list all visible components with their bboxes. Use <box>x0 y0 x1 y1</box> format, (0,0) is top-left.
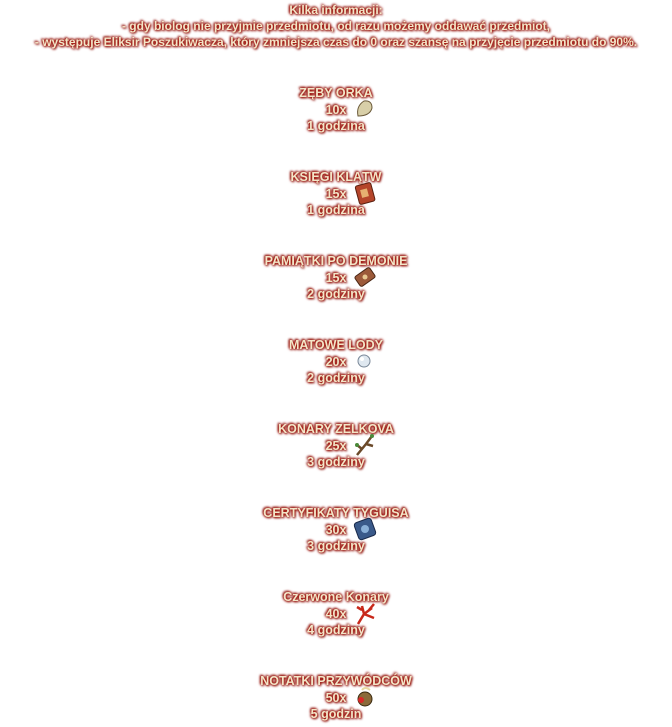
item-time: 1 godzina <box>307 119 365 133</box>
item-time: 3 godziny <box>307 539 365 553</box>
item-count: 30x <box>325 522 347 537</box>
item-time: 2 godziny <box>307 371 365 385</box>
item-icon <box>357 354 371 368</box>
item-name: CERTYFIKATY TYGUISA <box>263 506 409 520</box>
item-time: 1 godzina <box>307 203 365 217</box>
item-count: 10x <box>325 102 347 117</box>
item-icon <box>353 517 377 541</box>
item-count: 50x <box>325 690 347 705</box>
item-icon <box>354 182 376 205</box>
item-name: MATOWE LODY <box>289 338 383 352</box>
item-name: Czerwone Konary <box>283 590 389 604</box>
item-icon <box>357 100 373 117</box>
item-name: ZĘBY ORKA <box>299 86 373 100</box>
item-count: 40x <box>325 606 347 621</box>
item: Czerwone Konary 40x 4 godziny <box>0 589 672 639</box>
item: MATOWE LODY 20x 2 godziny <box>0 337 672 387</box>
item-name: PAMIĄTKI PO DEMONIE <box>264 254 408 268</box>
header-line: - gdy biolog nie przyjmie przedmiotu, od… <box>121 19 551 33</box>
item: NOTATKI PRZYWÓDCÓW 50x 5 godzin <box>0 673 672 723</box>
item: CERTYFIKATY TYGUISA 30x 3 godziny <box>0 505 672 555</box>
item: KONARY ZELKOVA 25x 3 godziny <box>0 421 672 471</box>
item-name: NOTATKI PRZYWÓDCÓW <box>260 674 412 688</box>
item: ZĘBY ORKA 10x 1 godzina <box>0 85 672 135</box>
header-title: Kilka informacji: <box>289 3 383 17</box>
item-name: KSIĘGI KLĄTW <box>290 170 382 184</box>
item-icon <box>354 267 376 287</box>
item-time: 2 godziny <box>307 287 365 301</box>
item: KSIĘGI KLĄTW 15x 1 godzina <box>0 169 672 219</box>
item-icon <box>356 603 375 625</box>
item-count: 15x <box>325 270 347 285</box>
item-icon <box>355 434 374 456</box>
item: PAMIĄTKI PO DEMONIE 15x 2 godziny <box>0 253 672 303</box>
item-time: 5 godzin <box>310 707 362 721</box>
item-time: 4 godziny <box>307 623 365 637</box>
item-count: 15x <box>325 186 347 201</box>
item-count: 20x <box>325 354 347 369</box>
item-time: 3 godziny <box>307 455 365 469</box>
item-count: 25x <box>325 438 347 453</box>
item-icon <box>357 687 373 707</box>
header: Kilka informacji: - gdy biolog nie przyj… <box>0 2 672 50</box>
item-name: KONARY ZELKOVA <box>278 422 394 436</box>
header-line: - występuje Eliksir Poszukiwacza, który … <box>34 35 638 49</box>
